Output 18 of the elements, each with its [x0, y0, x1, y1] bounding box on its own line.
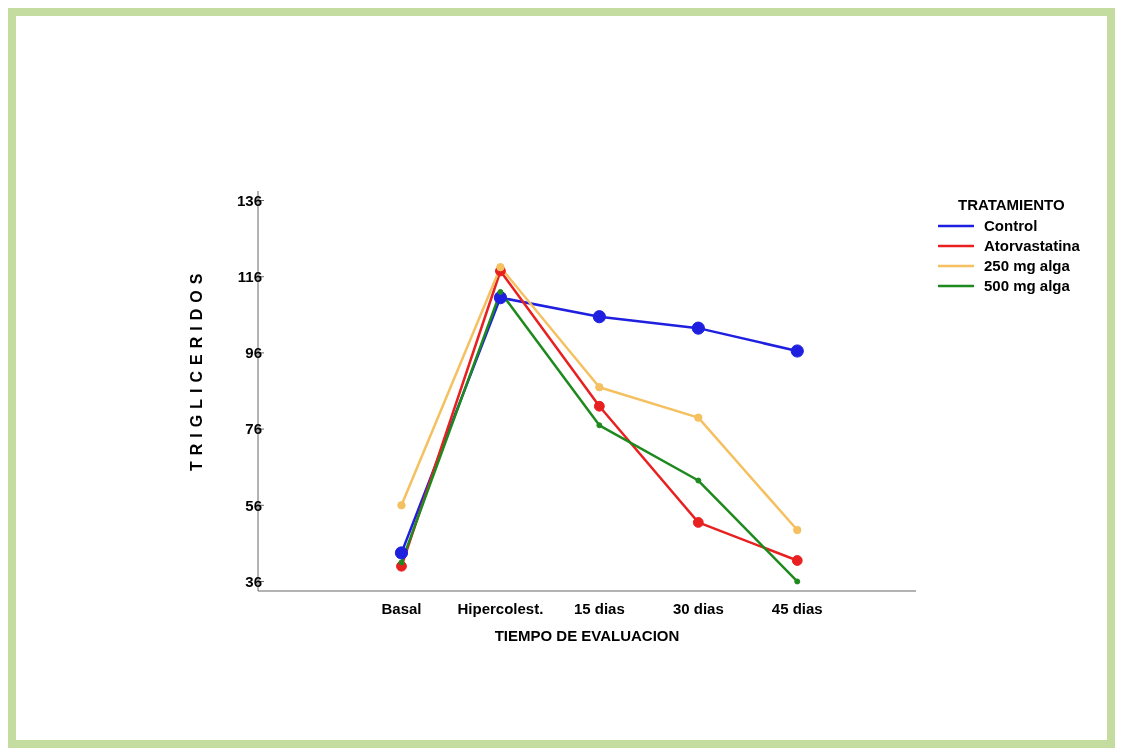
y-tick-label: 136	[236, 191, 262, 209]
y-axis-title: TRIGLICERIDOS	[187, 267, 205, 471]
x-tick-label: Basal	[381, 599, 422, 617]
x-tick-label: 45 dias	[771, 599, 823, 617]
x-tick-label: 30 dias	[672, 599, 724, 617]
x-tick-label: 15 dias	[573, 599, 625, 617]
y-tick-label: 96	[245, 344, 262, 362]
y-tick-label: 76	[245, 420, 262, 438]
x-axis-title: TIEMPO DE EVALUACION	[494, 627, 680, 644]
legend-label: Atorvastatina	[984, 237, 1080, 254]
y-tick-label: 56	[245, 496, 262, 514]
legend-title: TRATAMIENTO	[958, 196, 1066, 213]
y-tick-label: 36	[245, 572, 262, 590]
legend-label: Control	[984, 217, 1038, 234]
y-tick-label: 116	[237, 268, 262, 286]
legend-label: 250 mg alga	[984, 257, 1070, 274]
x-tick-label: Hipercolest.	[457, 599, 544, 617]
legend-label: 500 mg alga	[984, 277, 1070, 294]
